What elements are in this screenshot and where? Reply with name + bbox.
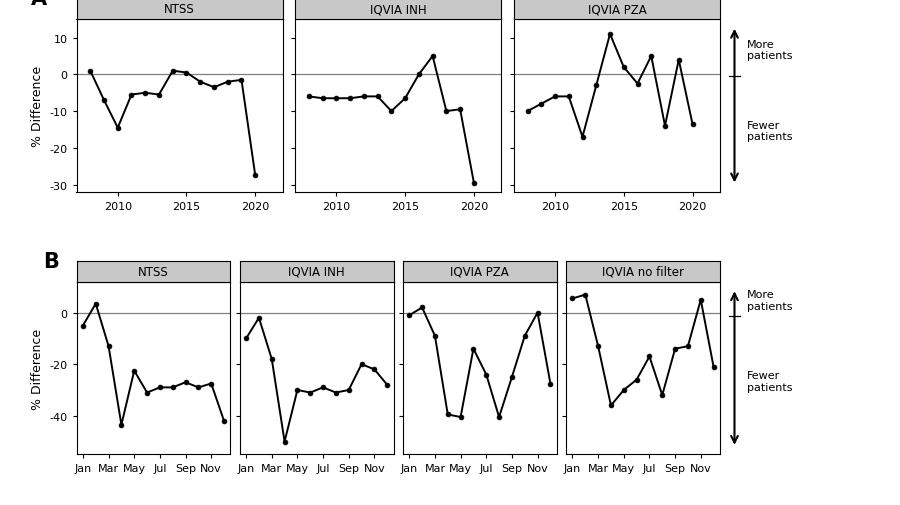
Text: Fewer
patients: Fewer patients [747, 371, 793, 392]
Text: More
patients: More patients [747, 289, 793, 311]
Y-axis label: % Difference: % Difference [31, 66, 44, 147]
Text: Fewer
patients: Fewer patients [747, 121, 793, 142]
Text: A: A [32, 0, 47, 9]
Text: More
patients: More patients [747, 39, 793, 61]
Text: B: B [42, 251, 58, 271]
Y-axis label: % Difference: % Difference [31, 328, 44, 409]
